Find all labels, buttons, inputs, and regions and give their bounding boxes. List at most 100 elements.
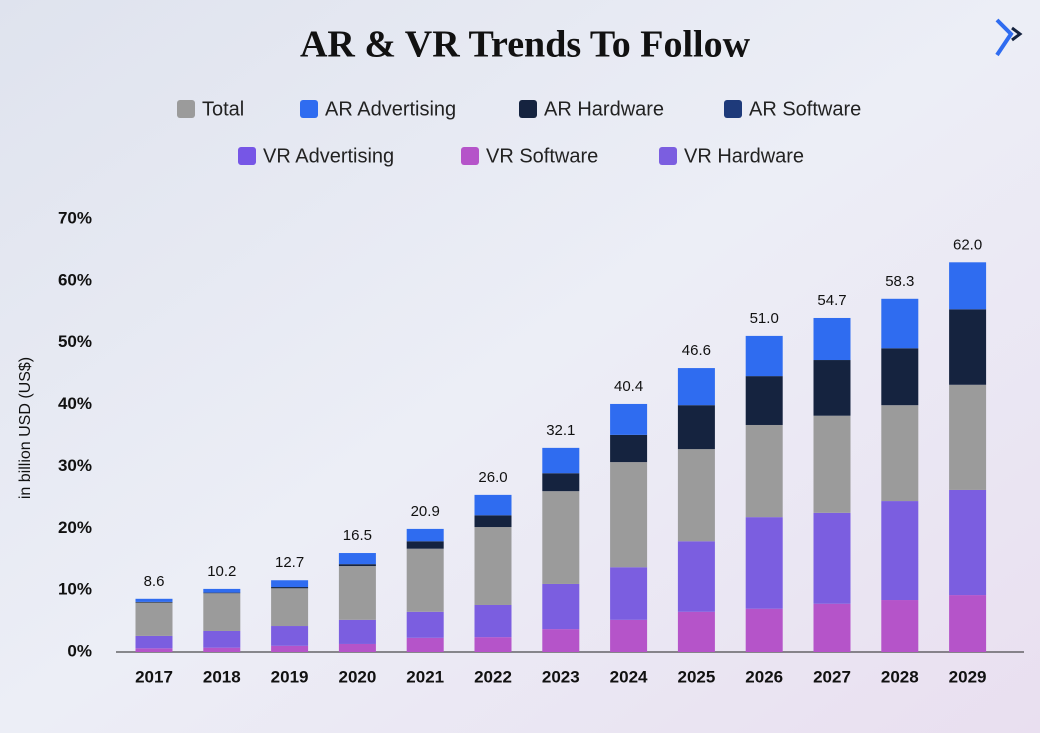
- legend-label: AR Software: [749, 98, 861, 120]
- legend-swatch: [238, 147, 256, 165]
- total-label: 8.6: [144, 573, 165, 590]
- y-tick-label: 20%: [58, 518, 92, 537]
- bar-segment: [271, 645, 309, 652]
- legend-label: Total: [202, 98, 244, 120]
- legend-swatch: [300, 100, 318, 118]
- bar-segment: [338, 566, 376, 620]
- bar-segment: [881, 501, 919, 601]
- y-tick-label: 40%: [58, 394, 92, 413]
- bar-segment: [542, 447, 580, 474]
- bar-segment: [474, 604, 512, 638]
- bar-segment: [745, 517, 783, 609]
- bar-segment: [542, 629, 580, 652]
- bar-segment: [610, 619, 648, 652]
- bar-segment: [135, 601, 173, 603]
- bar-segment: [271, 587, 309, 589]
- y-tick-label: 50%: [58, 332, 92, 351]
- x-tick-label: 2027: [813, 667, 851, 686]
- bar-segment: [813, 415, 851, 513]
- total-label: 16.5: [343, 527, 372, 544]
- x-tick-label: 2017: [135, 667, 173, 686]
- bar-segment: [949, 384, 987, 490]
- bar-segment: [203, 647, 241, 652]
- total-label: 12.7: [275, 554, 304, 571]
- bar-segment: [406, 541, 444, 549]
- bar-segment: [271, 626, 309, 646]
- legend-label: AR Hardware: [544, 98, 664, 120]
- total-label: 40.4: [614, 378, 643, 395]
- bar-segment: [949, 309, 987, 385]
- y-axis-label: in billion USD (US$): [17, 357, 34, 499]
- bar-segment: [610, 434, 648, 463]
- bar-segment: [338, 564, 376, 567]
- total-label: 46.6: [682, 342, 711, 359]
- bar-segment: [610, 462, 648, 568]
- total-label: 58.3: [885, 273, 914, 290]
- y-tick-label: 30%: [58, 456, 92, 475]
- bar-segment: [271, 588, 309, 627]
- legend-label: VR Hardware: [684, 145, 804, 167]
- legend-swatch: [659, 147, 677, 165]
- bar-segment: [542, 473, 580, 492]
- bar-segment: [542, 491, 580, 584]
- x-tick-label: 2028: [881, 667, 919, 686]
- bar-segment: [406, 611, 444, 638]
- total-label: 20.9: [411, 503, 440, 520]
- bar-segment: [271, 580, 309, 588]
- x-tick-label: 2024: [610, 667, 648, 686]
- bar-segment: [203, 630, 241, 648]
- bar-segment: [813, 603, 851, 652]
- bar-segment: [474, 527, 512, 605]
- bar-segment: [949, 595, 987, 652]
- bar-segment: [745, 376, 783, 425]
- x-tick-label: 2021: [406, 667, 444, 686]
- x-tick-label: 2029: [949, 667, 987, 686]
- bar-segment: [677, 541, 715, 612]
- y-tick-label: 10%: [58, 580, 92, 599]
- y-tick-label: 0%: [67, 641, 92, 660]
- bar-segment: [949, 262, 987, 310]
- total-label: 54.7: [817, 292, 846, 309]
- bar-segment: [338, 643, 376, 652]
- bar-segment: [677, 368, 715, 406]
- bar-segment: [406, 637, 444, 652]
- x-tick-label: 2018: [203, 667, 241, 686]
- y-tick-label: 60%: [58, 270, 92, 289]
- x-tick-label: 2022: [474, 667, 512, 686]
- total-label: 10.2: [207, 563, 236, 580]
- bar-segment: [406, 528, 444, 542]
- bar-segment: [135, 598, 173, 602]
- total-label: 51.0: [750, 310, 779, 327]
- bar-segment: [745, 424, 783, 518]
- bar-segment: [406, 548, 444, 612]
- bar-segment: [135, 602, 173, 636]
- legend-label: VR Advertising: [263, 145, 394, 167]
- bar-segment: [813, 512, 851, 604]
- total-label: 26.0: [478, 469, 507, 486]
- x-tick-label: 2020: [338, 667, 376, 686]
- y-tick-label: 70%: [58, 208, 92, 227]
- bar-segment: [474, 515, 512, 528]
- bar-segment: [881, 600, 919, 652]
- bar-segment: [203, 588, 241, 593]
- legend-swatch: [519, 100, 537, 118]
- x-tick-label: 2019: [271, 667, 309, 686]
- bar-segment: [135, 635, 173, 649]
- x-tick-label: 2025: [677, 667, 715, 686]
- bar-segment: [677, 449, 715, 542]
- bar-segment: [677, 405, 715, 450]
- bar-segment: [203, 593, 241, 631]
- bar-segment: [881, 348, 919, 406]
- legend-swatch: [177, 100, 195, 118]
- bar-segment: [338, 619, 376, 644]
- chart-title: AR & VR Trends To Follow: [300, 24, 751, 66]
- bar-segment: [610, 567, 648, 620]
- legend-label: VR Software: [486, 145, 598, 167]
- bar-segment: [949, 489, 987, 596]
- bar-segment: [745, 608, 783, 652]
- bar-segment: [542, 583, 580, 630]
- bar-segment: [610, 403, 648, 435]
- legend-swatch: [461, 147, 479, 165]
